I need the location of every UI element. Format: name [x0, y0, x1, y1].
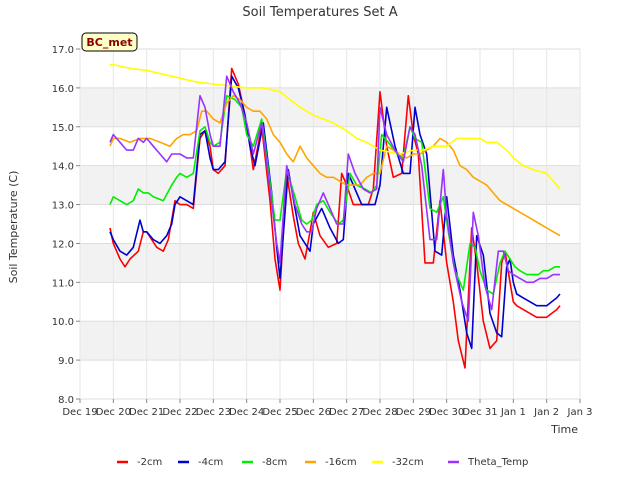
grid-lines: [79, 48, 581, 400]
y-tick-label: 9.0: [58, 356, 74, 367]
background-band: [80, 321, 580, 361]
x-tick-label: Dec 19: [62, 407, 97, 418]
y-tick-label: 12.0: [52, 239, 74, 250]
y-tick-label: 11.0: [52, 278, 74, 289]
y-tick-label: 10.0: [52, 317, 74, 328]
station-badge: BC_met: [81, 32, 138, 52]
chart-title: Soil Temperatures Set A: [242, 5, 397, 20]
background-band: [80, 282, 580, 322]
x-tick-label: Dec 30: [429, 407, 464, 418]
x-tick-label: Dec 24: [229, 407, 264, 418]
legend-label: -4cm: [198, 457, 223, 468]
y-tick-label: 17.0: [52, 45, 74, 56]
x-tick-label: Dec 25: [262, 407, 297, 418]
background-band: [80, 165, 580, 205]
x-tick-label: Dec 21: [129, 407, 164, 418]
legend-label: Theta_Temp: [467, 457, 528, 468]
x-axis-label: Time: [550, 423, 578, 436]
x-tick-label: Dec 26: [296, 407, 331, 418]
y-tick-label: 14.0: [52, 162, 74, 173]
y-axis-ticks: 8.0 9.0 10.0 11.0 12.0 13.0 14.0 15.0 16.0 17.0: [52, 45, 80, 406]
x-tick-label: Dec 29: [396, 407, 431, 418]
y-tick-label: 15.0: [52, 123, 74, 134]
series-line-2cm: [109, 67, 561, 369]
background-band: [80, 126, 580, 166]
series-line-thetatemp: [109, 75, 560, 323]
legend-label: -8cm: [262, 457, 287, 468]
legend: -2cm -4cm -8cm -16cm -32cm Theta_Temp: [117, 457, 528, 468]
y-tick-label: 8.0: [58, 395, 74, 406]
x-tick-label: Dec 31: [462, 407, 497, 418]
series-line-32cm: [110, 63, 561, 190]
background-band: [80, 243, 580, 283]
x-tick-label: Dec 22: [162, 407, 197, 418]
station-badge-label: BC_met: [86, 36, 132, 49]
x-tick-label: Dec 27: [329, 407, 364, 418]
legend-label: -32cm: [392, 457, 424, 468]
series-line-4cm: [109, 75, 561, 350]
legend-label: -2cm: [137, 457, 162, 468]
y-axis-label: Soil Temperature (C): [7, 171, 20, 284]
station-badge-box: [81, 32, 138, 52]
background-band: [80, 49, 580, 88]
x-tick-label: Jan 2: [533, 407, 559, 418]
y-tick-label: 13.0: [52, 201, 74, 212]
series-layer: [109, 63, 561, 369]
x-tick-label: Jan 1: [500, 407, 526, 418]
y-tick-label: 16.0: [52, 84, 74, 95]
background-bands: [80, 49, 580, 399]
background-band: [80, 87, 580, 127]
x-tick-label: Dec 20: [96, 407, 131, 418]
x-tick-label: Dec 28: [362, 407, 397, 418]
background-band: [80, 360, 580, 399]
x-tick-label: Jan 3: [567, 407, 593, 418]
legend-label: -16cm: [325, 457, 357, 468]
x-tick-label: Dec 23: [196, 407, 231, 418]
